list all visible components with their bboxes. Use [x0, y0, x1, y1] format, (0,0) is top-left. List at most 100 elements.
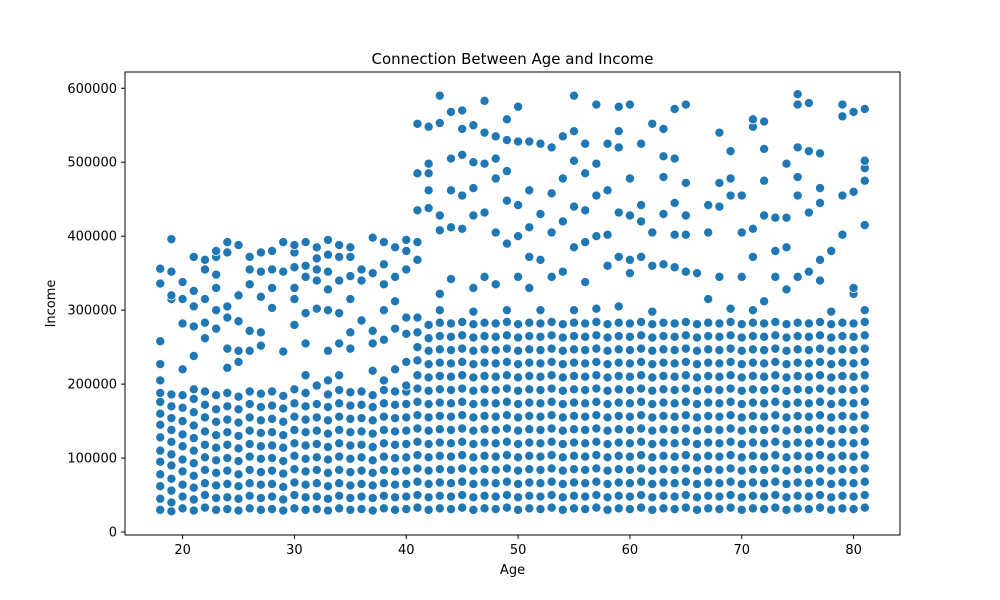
data-point — [457, 463, 468, 474]
data-point — [613, 437, 624, 448]
data-point — [501, 450, 512, 461]
data-point — [412, 237, 423, 248]
data-point — [669, 478, 680, 489]
y-tick-label: 200000 — [67, 378, 117, 393]
data-point — [770, 463, 781, 474]
data-point — [859, 343, 870, 354]
data-point — [669, 103, 680, 114]
data-point — [188, 407, 199, 418]
data-point — [445, 358, 456, 369]
data-point — [513, 492, 524, 503]
data-point — [367, 467, 378, 478]
data-point — [636, 383, 647, 394]
data-point — [188, 351, 199, 362]
data-point — [658, 344, 669, 355]
data-point — [199, 254, 210, 265]
data-point — [155, 419, 166, 430]
data-point — [613, 464, 624, 475]
data-point — [401, 491, 412, 502]
data-point — [244, 264, 255, 275]
data-point — [680, 490, 691, 501]
data-point — [468, 345, 479, 356]
data-point — [155, 408, 166, 419]
data-point — [412, 490, 423, 501]
data-point — [859, 502, 870, 513]
data-point — [367, 325, 378, 336]
data-point — [546, 396, 557, 407]
data-point — [334, 275, 345, 286]
data-point — [781, 158, 792, 169]
data-point — [267, 427, 278, 438]
data-point — [244, 412, 255, 423]
data-point — [837, 111, 848, 122]
data-point — [613, 301, 624, 312]
data-point — [334, 398, 345, 409]
data-point — [591, 436, 602, 447]
data-point — [501, 396, 512, 407]
data-point — [166, 290, 177, 301]
data-point — [267, 302, 278, 313]
data-point — [390, 479, 401, 490]
data-point — [781, 372, 792, 383]
data-point — [725, 502, 736, 513]
data-point — [412, 463, 423, 474]
data-point — [546, 330, 557, 341]
data-point — [803, 331, 814, 342]
data-point — [703, 370, 714, 381]
data-point — [322, 234, 333, 245]
data-point — [859, 410, 870, 421]
data-point — [412, 410, 423, 421]
data-point — [501, 330, 512, 341]
data-point — [199, 464, 210, 475]
data-point — [524, 397, 535, 408]
data-point — [445, 424, 456, 435]
data-point — [166, 436, 177, 447]
data-point — [244, 251, 255, 262]
data-point — [356, 264, 367, 275]
data-point — [278, 505, 289, 516]
data-point — [211, 455, 222, 466]
data-point — [624, 331, 635, 342]
data-point — [166, 266, 177, 277]
data-point — [546, 370, 557, 381]
data-point — [669, 197, 680, 208]
data-point — [222, 247, 233, 258]
data-point — [445, 106, 456, 117]
data-point — [434, 331, 445, 342]
data-point — [177, 454, 188, 465]
data-point — [803, 438, 814, 449]
data-point — [859, 463, 870, 474]
data-point — [322, 481, 333, 492]
data-point — [815, 370, 826, 381]
data-point — [524, 282, 535, 293]
data-point — [490, 438, 501, 449]
data-point — [792, 344, 803, 355]
data-point — [569, 450, 580, 461]
data-point — [669, 385, 680, 396]
data-point — [613, 503, 624, 514]
data-point — [669, 358, 680, 369]
data-point — [714, 318, 725, 329]
data-point — [557, 332, 568, 343]
data-point — [680, 383, 691, 394]
data-point — [434, 305, 445, 316]
data-point — [222, 465, 233, 476]
data-point — [602, 229, 613, 240]
data-point — [300, 271, 311, 282]
data-point — [434, 503, 445, 514]
data-point — [479, 95, 490, 106]
data-point — [457, 343, 468, 354]
data-point — [837, 99, 848, 110]
data-point — [759, 331, 770, 342]
data-point — [401, 465, 412, 476]
data-point — [423, 158, 434, 169]
data-point — [311, 439, 322, 450]
data-point — [434, 450, 445, 461]
data-point — [658, 464, 669, 475]
data-point — [434, 210, 445, 221]
data-point — [602, 399, 613, 410]
data-point — [580, 478, 591, 489]
data-point — [311, 253, 322, 264]
data-point — [591, 231, 602, 242]
data-point — [211, 467, 222, 478]
